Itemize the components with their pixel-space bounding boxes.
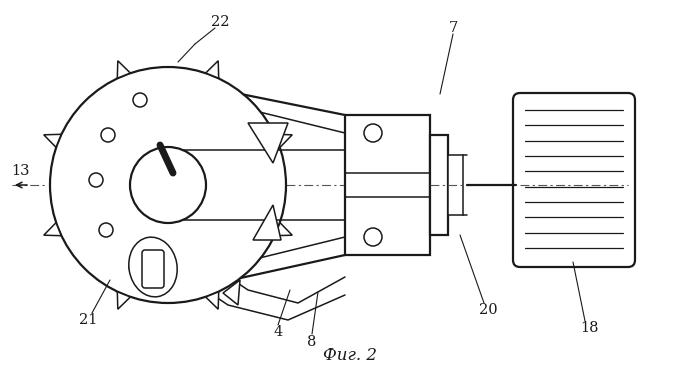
Text: 4: 4 <box>274 325 283 339</box>
Bar <box>345 115 430 255</box>
Circle shape <box>364 228 382 246</box>
Circle shape <box>133 93 147 107</box>
Text: Фиг. 2: Фиг. 2 <box>323 347 377 364</box>
Polygon shape <box>118 292 130 309</box>
Bar <box>448 155 463 215</box>
Polygon shape <box>275 223 292 236</box>
Text: 7: 7 <box>449 21 458 35</box>
Polygon shape <box>253 205 281 240</box>
Polygon shape <box>44 134 61 147</box>
Circle shape <box>99 223 113 237</box>
Text: 20: 20 <box>479 303 497 317</box>
Polygon shape <box>206 292 218 309</box>
Bar <box>430 135 448 235</box>
Circle shape <box>129 260 143 274</box>
Ellipse shape <box>129 237 177 297</box>
Text: 13: 13 <box>10 164 29 178</box>
Text: 8: 8 <box>307 335 316 349</box>
Circle shape <box>364 124 382 142</box>
Circle shape <box>130 147 206 223</box>
Polygon shape <box>44 223 61 236</box>
FancyBboxPatch shape <box>513 93 635 267</box>
Text: 21: 21 <box>79 313 97 327</box>
Polygon shape <box>248 123 288 163</box>
Polygon shape <box>223 280 240 305</box>
Polygon shape <box>275 134 292 147</box>
FancyBboxPatch shape <box>142 250 164 288</box>
Text: 18: 18 <box>581 321 599 335</box>
Text: 22: 22 <box>211 15 230 29</box>
Circle shape <box>89 173 103 187</box>
Circle shape <box>101 128 115 142</box>
Polygon shape <box>206 61 218 78</box>
Circle shape <box>50 67 286 303</box>
Polygon shape <box>118 61 130 78</box>
